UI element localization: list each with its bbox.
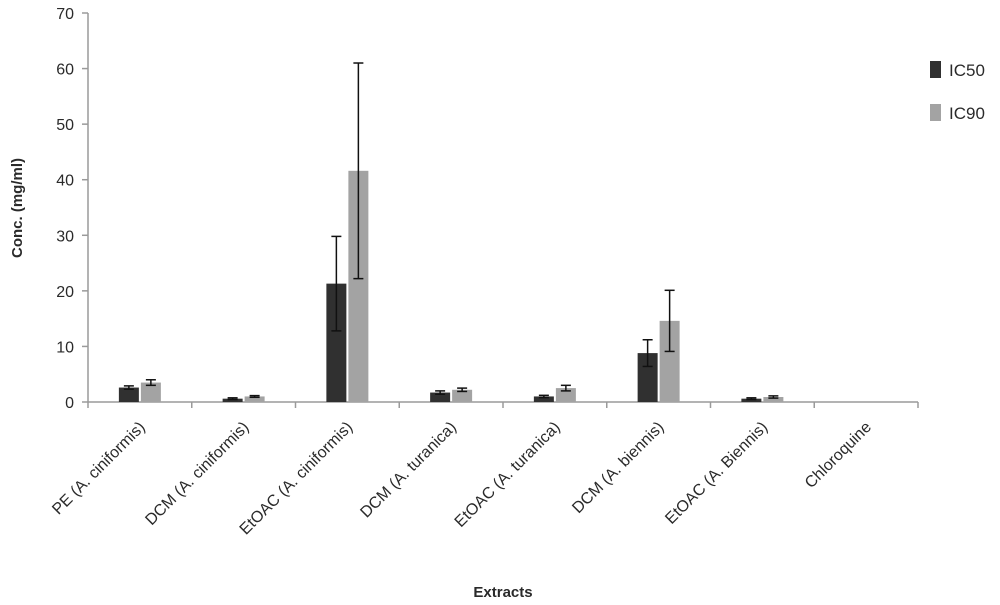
legend-label-ic50: IC50: [949, 61, 985, 80]
y-tick-label: 40: [56, 173, 74, 190]
y-tick-label: 50: [56, 117, 74, 134]
bar-ic90: [659, 320, 680, 402]
x-axis-title: Extracts: [473, 584, 532, 601]
legend-item-ic50: IC50: [930, 61, 985, 80]
x-tick-label: EtOAC (A. Biennis): [662, 419, 771, 528]
legend-swatch-ic90: [930, 104, 941, 121]
legend-label-ic90: IC90: [949, 104, 985, 123]
y-tick-label: 30: [56, 228, 74, 245]
bar-ic50: [741, 398, 762, 402]
y-tick-label: 20: [56, 284, 74, 301]
y-tick-label: 10: [56, 339, 74, 356]
legend-item-ic90: IC90: [930, 104, 985, 123]
y-axis-title: Conc. (mg/ml): [9, 158, 26, 258]
error-bars: [123, 62, 779, 401]
x-tick-label: PE (A. ciniformis): [49, 419, 148, 518]
y-tick-label: 70: [56, 6, 74, 23]
bar-ic50: [118, 387, 139, 402]
x-tick-label: EtOAC (A. ciniformis): [237, 419, 357, 539]
bar-ic50: [637, 353, 658, 402]
legend: IC50 IC90: [930, 61, 985, 123]
bar-ic90: [763, 396, 784, 402]
x-tick-label: Chloroquine: [802, 419, 875, 492]
x-tick-labels: PE (A. ciniformis)DCM (A. ciniformis)EtO…: [49, 419, 875, 539]
x-tick-label: DCM (A. turanica): [357, 419, 460, 522]
bar-ic50: [430, 392, 451, 402]
bar-ic90: [140, 382, 161, 402]
bar-ic90: [348, 170, 369, 402]
bar-ic90: [244, 396, 265, 402]
bars: [118, 170, 784, 402]
legend-swatch-ic50: [930, 61, 941, 78]
bar-ic50: [533, 396, 554, 402]
y-tick-label: 60: [56, 62, 74, 79]
x-tick-label: EtOAC (A. turanica): [452, 419, 564, 531]
axes: [87, 13, 918, 403]
x-tick-label: DCM (A. ciniformis): [142, 419, 252, 529]
bar-ic90: [452, 389, 473, 402]
x-tick-label: DCM (A. biennis): [569, 419, 667, 517]
bar-ic50: [222, 398, 243, 402]
y-ticks: 0 10 20 30 40 50 60 70: [56, 6, 919, 412]
y-tick-label: 0: [65, 395, 74, 412]
bar-ic50: [326, 283, 347, 402]
